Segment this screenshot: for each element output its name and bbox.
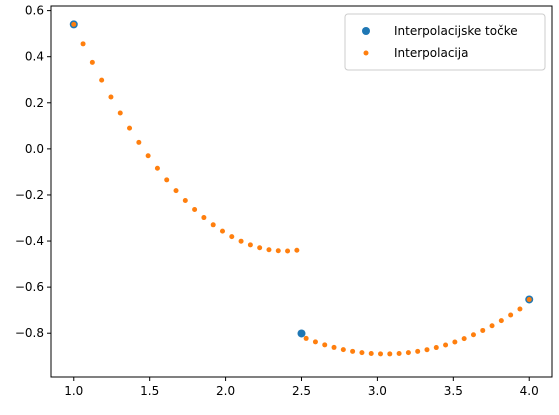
y-tick-label: 0.6 [25,4,44,18]
data-point [118,110,123,115]
data-point [499,318,504,323]
data-point [517,307,522,312]
data-point [508,313,513,318]
data-point [304,336,309,341]
data-point [90,60,95,65]
data-point [462,336,467,341]
data-point [81,41,86,46]
data-point [266,247,271,252]
y-tick-label: −0.6 [15,280,44,294]
data-point [192,207,197,212]
y-tick-label: −0.2 [15,188,44,202]
data-point [322,342,327,347]
data-point [285,248,290,253]
x-tick-label: 3.0 [368,384,387,398]
data-point [480,328,485,333]
y-tick-label: 0.0 [25,142,44,156]
data-point [313,339,318,344]
data-point [424,347,429,352]
data-point [490,323,495,328]
x-tick-label: 3.5 [444,384,463,398]
data-point [350,349,355,354]
data-point [248,242,253,247]
data-point [155,166,160,171]
data-point [276,248,281,253]
data-point [415,349,420,354]
x-tick-label: 1.5 [140,384,159,398]
data-point [369,351,374,356]
data-point [136,140,141,145]
data-point [406,350,411,355]
data-point [397,351,402,356]
data-point [211,222,216,227]
data-point [99,78,104,83]
x-tick-label: 1.0 [64,384,83,398]
data-point [298,329,306,337]
legend: Interpolacijske točke Interpolacija [345,14,545,70]
data-point [229,234,234,239]
data-point [127,126,132,131]
legend-label-interpolacija: Interpolacija [394,46,468,60]
data-point [108,94,113,99]
legend-label-interpolacijske-tocke: Interpolacijske točke [394,24,518,38]
x-tick-label: 4.0 [520,384,539,398]
legend-marker-interpolacija [364,51,369,56]
y-tick-label: 0.2 [25,96,44,110]
y-tick-label: 0.4 [25,50,44,64]
data-point [239,239,244,244]
data-point [332,345,337,350]
x-tick-label: 2.0 [216,384,235,398]
y-tick-label: −0.8 [15,326,44,340]
data-point [146,153,151,158]
data-point [378,351,383,356]
data-point [387,351,392,356]
data-point [434,345,439,350]
data-point [443,342,448,347]
data-point [294,248,299,253]
data-point [174,188,179,193]
data-point [183,198,188,203]
data-point [452,339,457,344]
data-point [220,229,225,234]
data-point [341,347,346,352]
data-point [257,245,262,250]
data-point [71,22,76,27]
y-tick-label: −0.4 [15,234,44,248]
data-point [527,297,532,302]
data-point [164,177,169,182]
legend-marker-interpolacijske-tocke [362,27,370,35]
x-tick-label: 2.5 [292,384,311,398]
data-point [359,350,364,355]
legend-box [345,14,545,70]
data-point [471,332,476,337]
data-point [201,215,206,220]
